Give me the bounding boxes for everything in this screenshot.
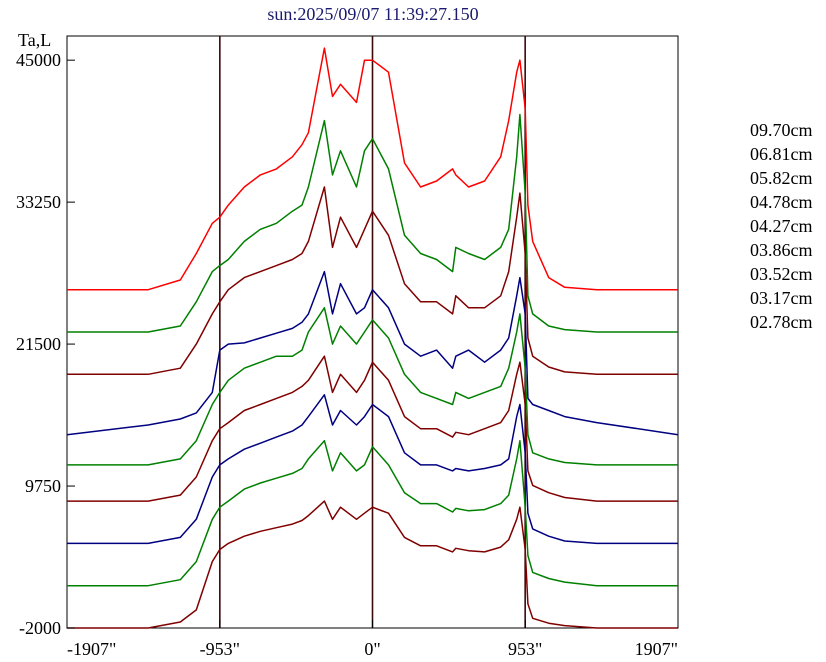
x-ticks: -1907" -953" 0" 953" 1907" xyxy=(66,620,679,659)
x-tick-label: 0" xyxy=(364,639,380,659)
series-line-5 xyxy=(67,355,678,502)
series-line-1 xyxy=(67,113,678,333)
legend-entry: 03.52cm xyxy=(750,264,813,284)
legend-entry: 04.78cm xyxy=(750,192,813,212)
chart-title: sun:2025/09/07 11:39:27.150 xyxy=(267,4,478,24)
y-tick-label: -2000 xyxy=(19,618,61,638)
x-tick-label: 1907" xyxy=(635,639,678,659)
y-tick-label: 21500 xyxy=(16,334,61,354)
x-tick-label: -953" xyxy=(200,639,240,659)
series-line-8 xyxy=(67,500,678,629)
series-line-6 xyxy=(67,394,678,545)
series-line-3 xyxy=(66,270,679,436)
series-layer xyxy=(66,47,679,629)
legend: 09.70cm 06.81cm 05.82cm 04.78cm 04.27cm 03.86… xyxy=(750,120,813,332)
y-tick-label: 45000 xyxy=(16,50,61,70)
legend-entry: 05.82cm xyxy=(750,168,813,188)
legend-entry: 06.81cm xyxy=(750,144,813,164)
legend-entry: 03.17cm xyxy=(750,288,813,308)
y-ticks: 45000 33250 21500 9750 -2000 xyxy=(16,50,75,638)
legend-entry: 09.70cm xyxy=(750,120,813,140)
series-line-4 xyxy=(67,307,678,466)
y-axis-label: Ta,L xyxy=(18,30,51,50)
legend-entry: 02.78cm xyxy=(750,312,813,332)
y-tick-label: 33250 xyxy=(16,192,61,212)
x-tick-label: 953" xyxy=(508,639,542,659)
legend-entry: 04.27cm xyxy=(750,216,813,236)
reference-lines xyxy=(219,36,526,628)
x-tick-label: -1907" xyxy=(67,639,116,659)
series-line-2 xyxy=(67,186,678,376)
series-line-0 xyxy=(67,47,678,291)
legend-entry: 03.86cm xyxy=(750,240,813,260)
y-tick-label: 9750 xyxy=(25,476,61,496)
series-line-7 xyxy=(67,439,678,587)
